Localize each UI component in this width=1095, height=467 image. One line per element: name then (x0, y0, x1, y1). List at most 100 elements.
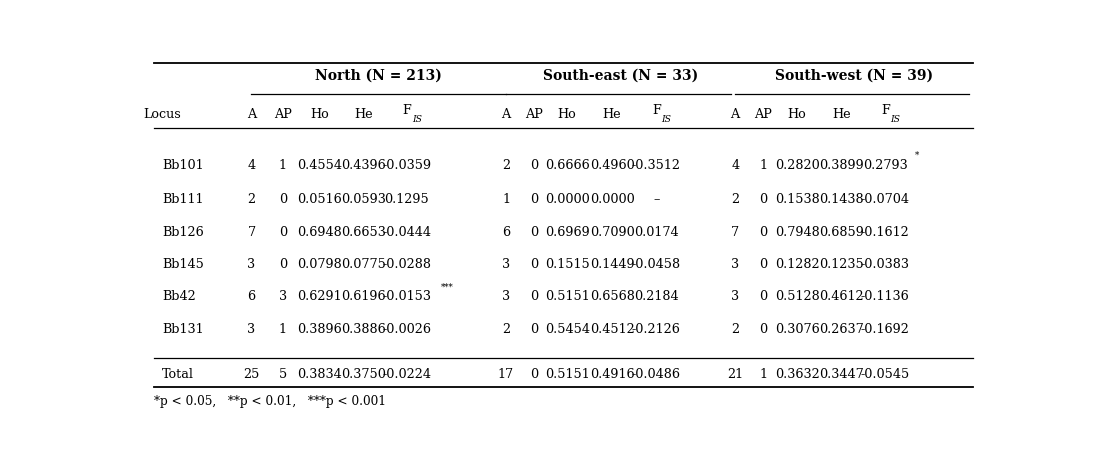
Text: A: A (246, 108, 256, 121)
Text: 0.5151: 0.5151 (544, 368, 589, 381)
Text: 0.2820: 0.2820 (775, 159, 819, 172)
Text: 0: 0 (530, 226, 538, 239)
Text: 0: 0 (530, 193, 538, 206)
Text: 2: 2 (502, 323, 510, 336)
Text: 0.6666: 0.6666 (544, 159, 589, 172)
Text: 0: 0 (759, 258, 768, 271)
Text: 0.4916: 0.4916 (590, 368, 634, 381)
Text: Bb145: Bb145 (162, 258, 204, 271)
Text: 0.0775: 0.0775 (341, 258, 385, 271)
Text: South-west (N = 39): South-west (N = 39) (775, 69, 933, 83)
Text: -0.0704: -0.0704 (861, 193, 910, 206)
Text: -0.2126: -0.2126 (632, 323, 681, 336)
Text: Bb101: Bb101 (162, 159, 204, 172)
Text: A: A (502, 108, 510, 121)
Text: –: – (653, 193, 659, 206)
Text: 0.5454: 0.5454 (544, 323, 589, 336)
Text: -0.0458: -0.0458 (632, 258, 681, 271)
Text: 4: 4 (731, 159, 739, 172)
Text: 0.4612: 0.4612 (819, 290, 864, 304)
Text: F: F (881, 104, 890, 117)
Text: AP: AP (526, 108, 543, 121)
Text: -0.0359: -0.0359 (382, 159, 431, 172)
Text: 0.3632: 0.3632 (775, 368, 819, 381)
Text: He: He (354, 108, 372, 121)
Text: Bb111: Bb111 (162, 193, 204, 206)
Text: -0.0288: -0.0288 (382, 258, 431, 271)
Text: 1: 1 (759, 368, 768, 381)
Text: AP: AP (274, 108, 291, 121)
Text: 0.3750: 0.3750 (341, 368, 385, 381)
Text: 3: 3 (502, 258, 510, 271)
Text: 0.1515: 0.1515 (544, 258, 589, 271)
Text: -0.1612: -0.1612 (861, 226, 910, 239)
Text: 0: 0 (530, 323, 538, 336)
Text: -0.0026: -0.0026 (382, 323, 431, 336)
Text: 1: 1 (502, 193, 510, 206)
Text: 0.5151: 0.5151 (544, 290, 589, 304)
Text: 0.1295: 0.1295 (384, 193, 429, 206)
Text: 0.3076: 0.3076 (775, 323, 819, 336)
Text: 0: 0 (530, 290, 538, 304)
Text: 0.3899: 0.3899 (819, 159, 864, 172)
Text: 0.6948: 0.6948 (297, 226, 342, 239)
Text: 0.0798: 0.0798 (297, 258, 342, 271)
Text: -0.0444: -0.0444 (382, 226, 431, 239)
Text: 0.3447: 0.3447 (819, 368, 864, 381)
Text: 17: 17 (498, 368, 514, 381)
Text: 0: 0 (530, 159, 538, 172)
Text: F: F (402, 104, 411, 117)
Text: Ho: Ho (310, 108, 328, 121)
Text: 3: 3 (247, 323, 255, 336)
Text: 0: 0 (279, 226, 287, 239)
Text: Bb131: Bb131 (162, 323, 204, 336)
Text: 0: 0 (759, 226, 768, 239)
Text: 0.0174: 0.0174 (634, 226, 679, 239)
Text: South-east (N = 33): South-east (N = 33) (543, 69, 699, 83)
Text: Locus: Locus (143, 108, 181, 121)
Text: North (N = 213): North (N = 213) (315, 69, 442, 83)
Text: 0.4554: 0.4554 (297, 159, 342, 172)
Text: 0.4960: 0.4960 (590, 159, 634, 172)
Text: 0.1438: 0.1438 (819, 193, 864, 206)
Text: 0.0000: 0.0000 (590, 193, 634, 206)
Text: 0.5128: 0.5128 (775, 290, 819, 304)
Text: 3: 3 (731, 258, 739, 271)
Text: -0.0153: -0.0153 (382, 290, 431, 304)
Text: -0.0545: -0.0545 (861, 368, 910, 381)
Text: F: F (652, 104, 660, 117)
Text: 6: 6 (502, 226, 510, 239)
Text: 0.1449: 0.1449 (590, 258, 634, 271)
Text: 7: 7 (247, 226, 255, 239)
Text: 0.3896: 0.3896 (297, 323, 342, 336)
Text: Bb126: Bb126 (162, 226, 204, 239)
Text: 21: 21 (727, 368, 744, 381)
Text: -0.1692: -0.1692 (861, 323, 910, 336)
Text: 0: 0 (530, 368, 538, 381)
Text: IS: IS (661, 115, 671, 124)
Text: 2: 2 (731, 323, 739, 336)
Text: 1: 1 (759, 159, 768, 172)
Text: AP: AP (754, 108, 772, 121)
Text: 0.7090: 0.7090 (590, 226, 634, 239)
Text: He: He (832, 108, 851, 121)
Text: 1: 1 (279, 323, 287, 336)
Text: Total: Total (162, 368, 194, 381)
Text: 3: 3 (502, 290, 510, 304)
Text: Ho: Ho (787, 108, 807, 121)
Text: 0.1282: 0.1282 (775, 258, 819, 271)
Text: 0: 0 (759, 323, 768, 336)
Text: 0: 0 (279, 258, 287, 271)
Text: 0.2637: 0.2637 (819, 323, 864, 336)
Text: He: He (602, 108, 622, 121)
Text: 0: 0 (759, 193, 768, 206)
Text: 0.0000: 0.0000 (544, 193, 589, 206)
Text: *p < 0.05,   **p < 0.01,   ***p < 0.001: *p < 0.05, **p < 0.01, ***p < 0.001 (153, 395, 385, 408)
Text: -0.1136: -0.1136 (861, 290, 910, 304)
Text: *: * (915, 151, 920, 160)
Text: -0.0383: -0.0383 (861, 258, 910, 271)
Text: 0.6291: 0.6291 (297, 290, 342, 304)
Text: ***: *** (441, 283, 453, 291)
Text: IS: IS (890, 115, 900, 124)
Text: A: A (730, 108, 740, 121)
